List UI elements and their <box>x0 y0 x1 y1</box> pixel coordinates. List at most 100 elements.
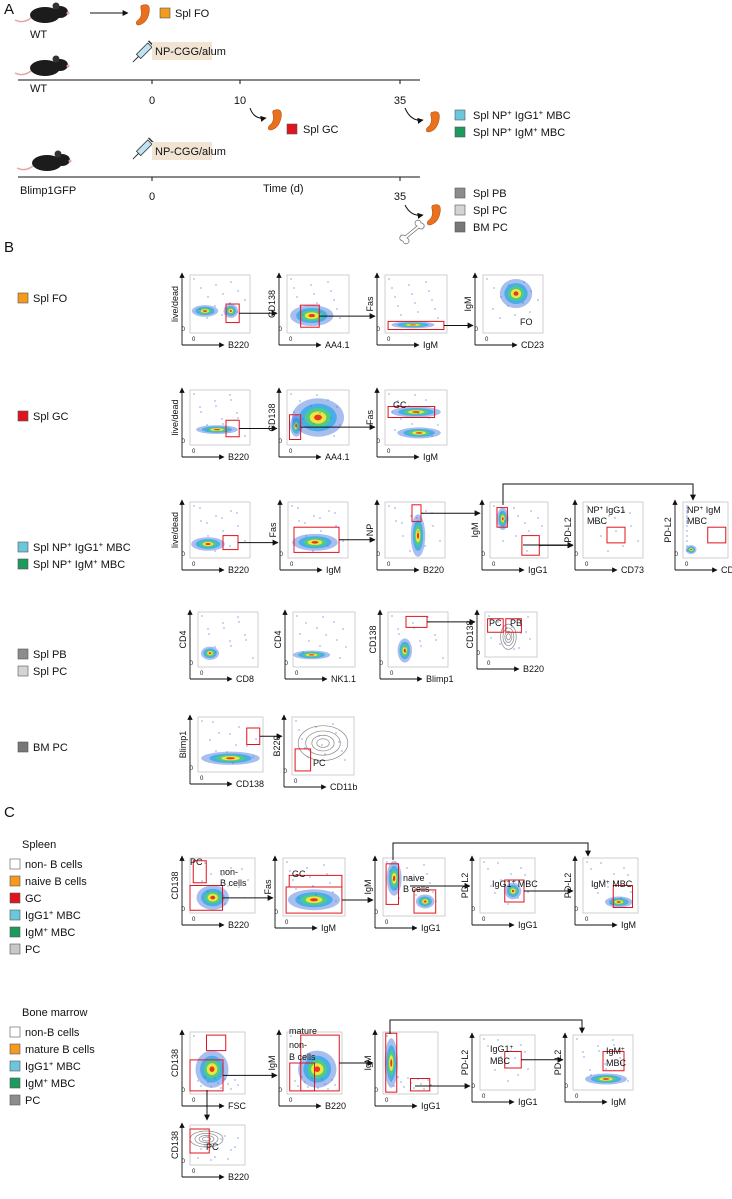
zero-tick: 0 <box>377 552 381 558</box>
sample-label-part: IgM <box>512 127 533 139</box>
event <box>504 520 506 522</box>
event <box>401 522 403 524</box>
event <box>215 405 217 407</box>
event <box>309 876 311 878</box>
event <box>234 1079 236 1081</box>
plot-frame <box>286 274 350 334</box>
event <box>237 525 239 527</box>
zero-tick: 0 <box>192 1098 196 1104</box>
event <box>207 535 209 537</box>
density <box>423 900 427 903</box>
zero-tick: 0 <box>182 1159 186 1165</box>
legend-label-part: mature B cells <box>25 1044 95 1056</box>
zero-tick: 0 <box>387 337 391 343</box>
event <box>246 745 248 747</box>
event <box>515 293 517 295</box>
mouse-ear <box>54 150 62 158</box>
plot-frame <box>292 611 356 668</box>
legend-swatch <box>454 204 466 216</box>
event <box>295 888 297 890</box>
event <box>507 305 509 307</box>
event <box>630 525 632 527</box>
density <box>311 541 319 544</box>
event <box>244 634 246 636</box>
event <box>610 903 612 905</box>
event <box>206 522 208 524</box>
event <box>508 284 510 286</box>
event <box>315 726 317 728</box>
event <box>215 750 217 752</box>
event <box>214 646 216 648</box>
gate-label: PC <box>190 857 203 867</box>
event <box>296 296 298 298</box>
gate-label: B cells <box>403 884 430 894</box>
event <box>490 885 492 887</box>
event <box>386 861 388 863</box>
event <box>414 302 416 304</box>
zero-tick: 0 <box>200 671 204 677</box>
event <box>244 435 246 437</box>
zero-tick: 0 <box>289 449 293 455</box>
event <box>627 874 629 876</box>
arrow <box>404 107 424 124</box>
legend-label-part: Spl PC <box>33 666 67 678</box>
spleen <box>427 204 441 226</box>
zero-tick: 0 <box>192 917 196 923</box>
event <box>500 879 502 881</box>
event <box>214 400 216 402</box>
day-label: 35 <box>394 191 406 203</box>
density <box>415 432 423 434</box>
event <box>427 616 429 618</box>
gate-label-part: + <box>512 879 516 886</box>
density <box>229 309 232 313</box>
gate-label-part: MBC <box>606 1058 627 1068</box>
legend-label-part: non-B cells <box>25 1027 80 1039</box>
event <box>426 873 428 875</box>
density <box>308 654 315 656</box>
legend-swatch <box>17 410 29 422</box>
density <box>403 648 406 653</box>
event <box>493 505 495 507</box>
event <box>222 423 224 425</box>
x-axis-label: B220 <box>325 1101 346 1111</box>
gate-label-part: IgG1 <box>490 1044 510 1054</box>
legend-label: mature B cells <box>25 1044 95 1056</box>
x-axis-label: Blimp1 <box>426 674 454 684</box>
gate-label-part: + <box>600 505 604 512</box>
event <box>339 317 341 319</box>
event <box>298 729 300 731</box>
density <box>416 532 420 539</box>
event <box>336 308 338 310</box>
event <box>227 885 229 887</box>
y-axis-label: live/dead <box>170 512 180 548</box>
legend-swatch <box>17 648 29 660</box>
gate-label: IgG1+ <box>490 1044 514 1055</box>
event <box>333 621 335 623</box>
event <box>289 870 291 872</box>
event <box>514 1057 516 1059</box>
event <box>437 317 439 319</box>
gate <box>385 863 400 905</box>
zero-tick: 0 <box>279 439 283 445</box>
legend-label-part: + <box>93 557 98 566</box>
event <box>345 646 347 648</box>
event <box>411 293 413 295</box>
y-axis-label: CD138 <box>267 290 277 318</box>
y-axis-label: live/dead <box>170 399 180 435</box>
event <box>232 762 234 764</box>
event <box>204 862 206 864</box>
legend-label-part: BM PC <box>33 742 68 754</box>
mouse-tail <box>14 17 32 23</box>
event <box>510 873 512 875</box>
zero-tick: 0 <box>294 779 298 785</box>
event <box>214 550 216 552</box>
x-axis-label: IgM <box>621 920 636 930</box>
gate-label: MBC <box>606 1058 627 1068</box>
event <box>514 880 516 882</box>
event <box>500 512 502 514</box>
event <box>518 647 520 649</box>
event <box>527 891 529 893</box>
event <box>201 880 203 882</box>
legend-swatch <box>17 558 29 570</box>
zero-tick: 0 <box>477 651 481 657</box>
